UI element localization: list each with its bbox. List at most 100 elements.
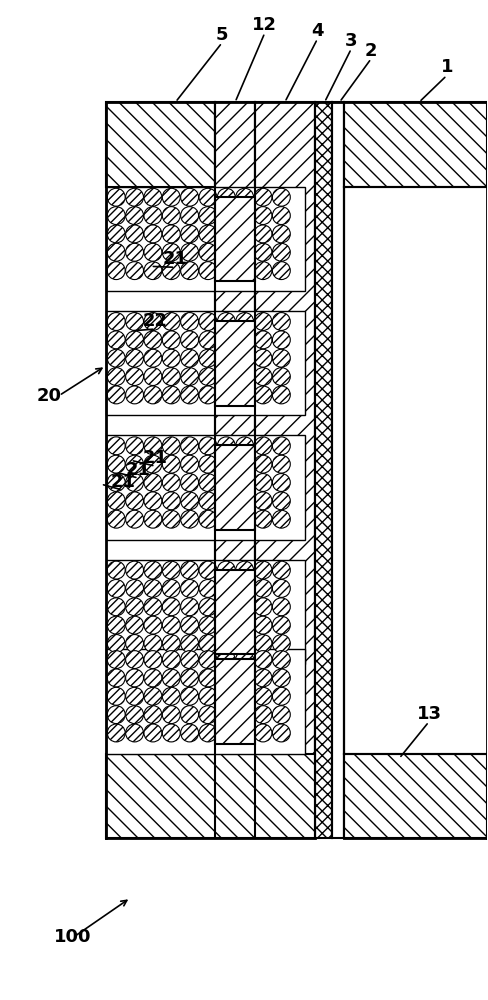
Circle shape bbox=[199, 386, 217, 404]
Circle shape bbox=[236, 669, 254, 687]
Circle shape bbox=[144, 561, 162, 579]
Circle shape bbox=[181, 331, 199, 349]
Circle shape bbox=[254, 331, 272, 349]
Circle shape bbox=[144, 598, 162, 616]
Circle shape bbox=[199, 313, 217, 330]
Circle shape bbox=[144, 616, 162, 634]
Circle shape bbox=[217, 706, 235, 724]
Circle shape bbox=[125, 262, 143, 280]
Circle shape bbox=[181, 474, 199, 491]
Circle shape bbox=[199, 188, 217, 206]
Circle shape bbox=[236, 598, 254, 616]
Circle shape bbox=[181, 437, 199, 455]
Circle shape bbox=[272, 598, 290, 616]
Circle shape bbox=[236, 313, 254, 330]
Circle shape bbox=[107, 616, 125, 634]
Circle shape bbox=[125, 455, 143, 473]
Circle shape bbox=[199, 724, 217, 742]
Circle shape bbox=[272, 687, 290, 705]
Circle shape bbox=[236, 635, 254, 652]
Circle shape bbox=[181, 455, 199, 473]
Circle shape bbox=[272, 669, 290, 687]
Text: 3: 3 bbox=[345, 32, 358, 50]
Circle shape bbox=[236, 207, 254, 225]
Circle shape bbox=[217, 349, 235, 367]
Circle shape bbox=[107, 724, 125, 742]
Circle shape bbox=[199, 598, 217, 616]
Circle shape bbox=[217, 262, 235, 280]
Circle shape bbox=[181, 598, 199, 616]
Circle shape bbox=[163, 437, 180, 455]
Circle shape bbox=[144, 492, 162, 510]
Circle shape bbox=[144, 331, 162, 349]
Circle shape bbox=[199, 437, 217, 455]
Circle shape bbox=[254, 724, 272, 742]
Circle shape bbox=[199, 669, 217, 687]
Circle shape bbox=[217, 492, 235, 510]
Circle shape bbox=[144, 651, 162, 669]
Circle shape bbox=[272, 188, 290, 206]
Circle shape bbox=[144, 386, 162, 404]
Circle shape bbox=[144, 262, 162, 280]
Text: 2: 2 bbox=[365, 42, 378, 60]
Circle shape bbox=[254, 579, 272, 597]
Circle shape bbox=[254, 492, 272, 510]
Circle shape bbox=[107, 313, 125, 330]
Circle shape bbox=[199, 474, 217, 491]
Circle shape bbox=[236, 386, 254, 404]
Circle shape bbox=[163, 598, 180, 616]
Circle shape bbox=[272, 492, 290, 510]
Circle shape bbox=[236, 262, 254, 280]
Circle shape bbox=[144, 687, 162, 705]
Circle shape bbox=[107, 561, 125, 579]
Circle shape bbox=[217, 561, 235, 579]
Circle shape bbox=[272, 313, 290, 330]
Circle shape bbox=[163, 386, 180, 404]
Circle shape bbox=[125, 349, 143, 367]
Circle shape bbox=[144, 225, 162, 243]
Circle shape bbox=[236, 455, 254, 473]
Circle shape bbox=[144, 207, 162, 225]
Circle shape bbox=[272, 579, 290, 597]
Circle shape bbox=[144, 349, 162, 367]
Bar bbox=[315, 102, 332, 838]
Circle shape bbox=[217, 386, 235, 404]
Circle shape bbox=[217, 243, 235, 261]
Circle shape bbox=[199, 510, 217, 528]
Bar bbox=[106, 560, 305, 664]
Circle shape bbox=[107, 368, 125, 386]
Circle shape bbox=[217, 455, 235, 473]
Circle shape bbox=[125, 225, 143, 243]
Circle shape bbox=[125, 437, 143, 455]
Bar bbox=[345, 754, 487, 838]
Circle shape bbox=[199, 651, 217, 669]
Circle shape bbox=[163, 492, 180, 510]
Circle shape bbox=[125, 331, 143, 349]
Circle shape bbox=[125, 687, 143, 705]
Circle shape bbox=[163, 455, 180, 473]
Circle shape bbox=[107, 437, 125, 455]
Text: 22: 22 bbox=[143, 312, 168, 330]
Circle shape bbox=[217, 188, 235, 206]
Circle shape bbox=[254, 437, 272, 455]
Bar bbox=[215, 197, 255, 281]
Circle shape bbox=[217, 616, 235, 634]
Circle shape bbox=[181, 368, 199, 386]
Circle shape bbox=[254, 635, 272, 652]
Bar bbox=[345, 102, 487, 187]
Text: 4: 4 bbox=[311, 22, 324, 40]
Circle shape bbox=[125, 706, 143, 724]
Circle shape bbox=[107, 455, 125, 473]
Circle shape bbox=[254, 243, 272, 261]
Circle shape bbox=[217, 651, 235, 669]
Text: 21: 21 bbox=[163, 250, 188, 268]
Circle shape bbox=[199, 349, 217, 367]
Circle shape bbox=[217, 313, 235, 330]
Circle shape bbox=[272, 455, 290, 473]
Circle shape bbox=[199, 225, 217, 243]
Circle shape bbox=[144, 437, 162, 455]
Circle shape bbox=[163, 635, 180, 652]
Circle shape bbox=[217, 598, 235, 616]
Circle shape bbox=[217, 635, 235, 652]
Circle shape bbox=[107, 474, 125, 491]
